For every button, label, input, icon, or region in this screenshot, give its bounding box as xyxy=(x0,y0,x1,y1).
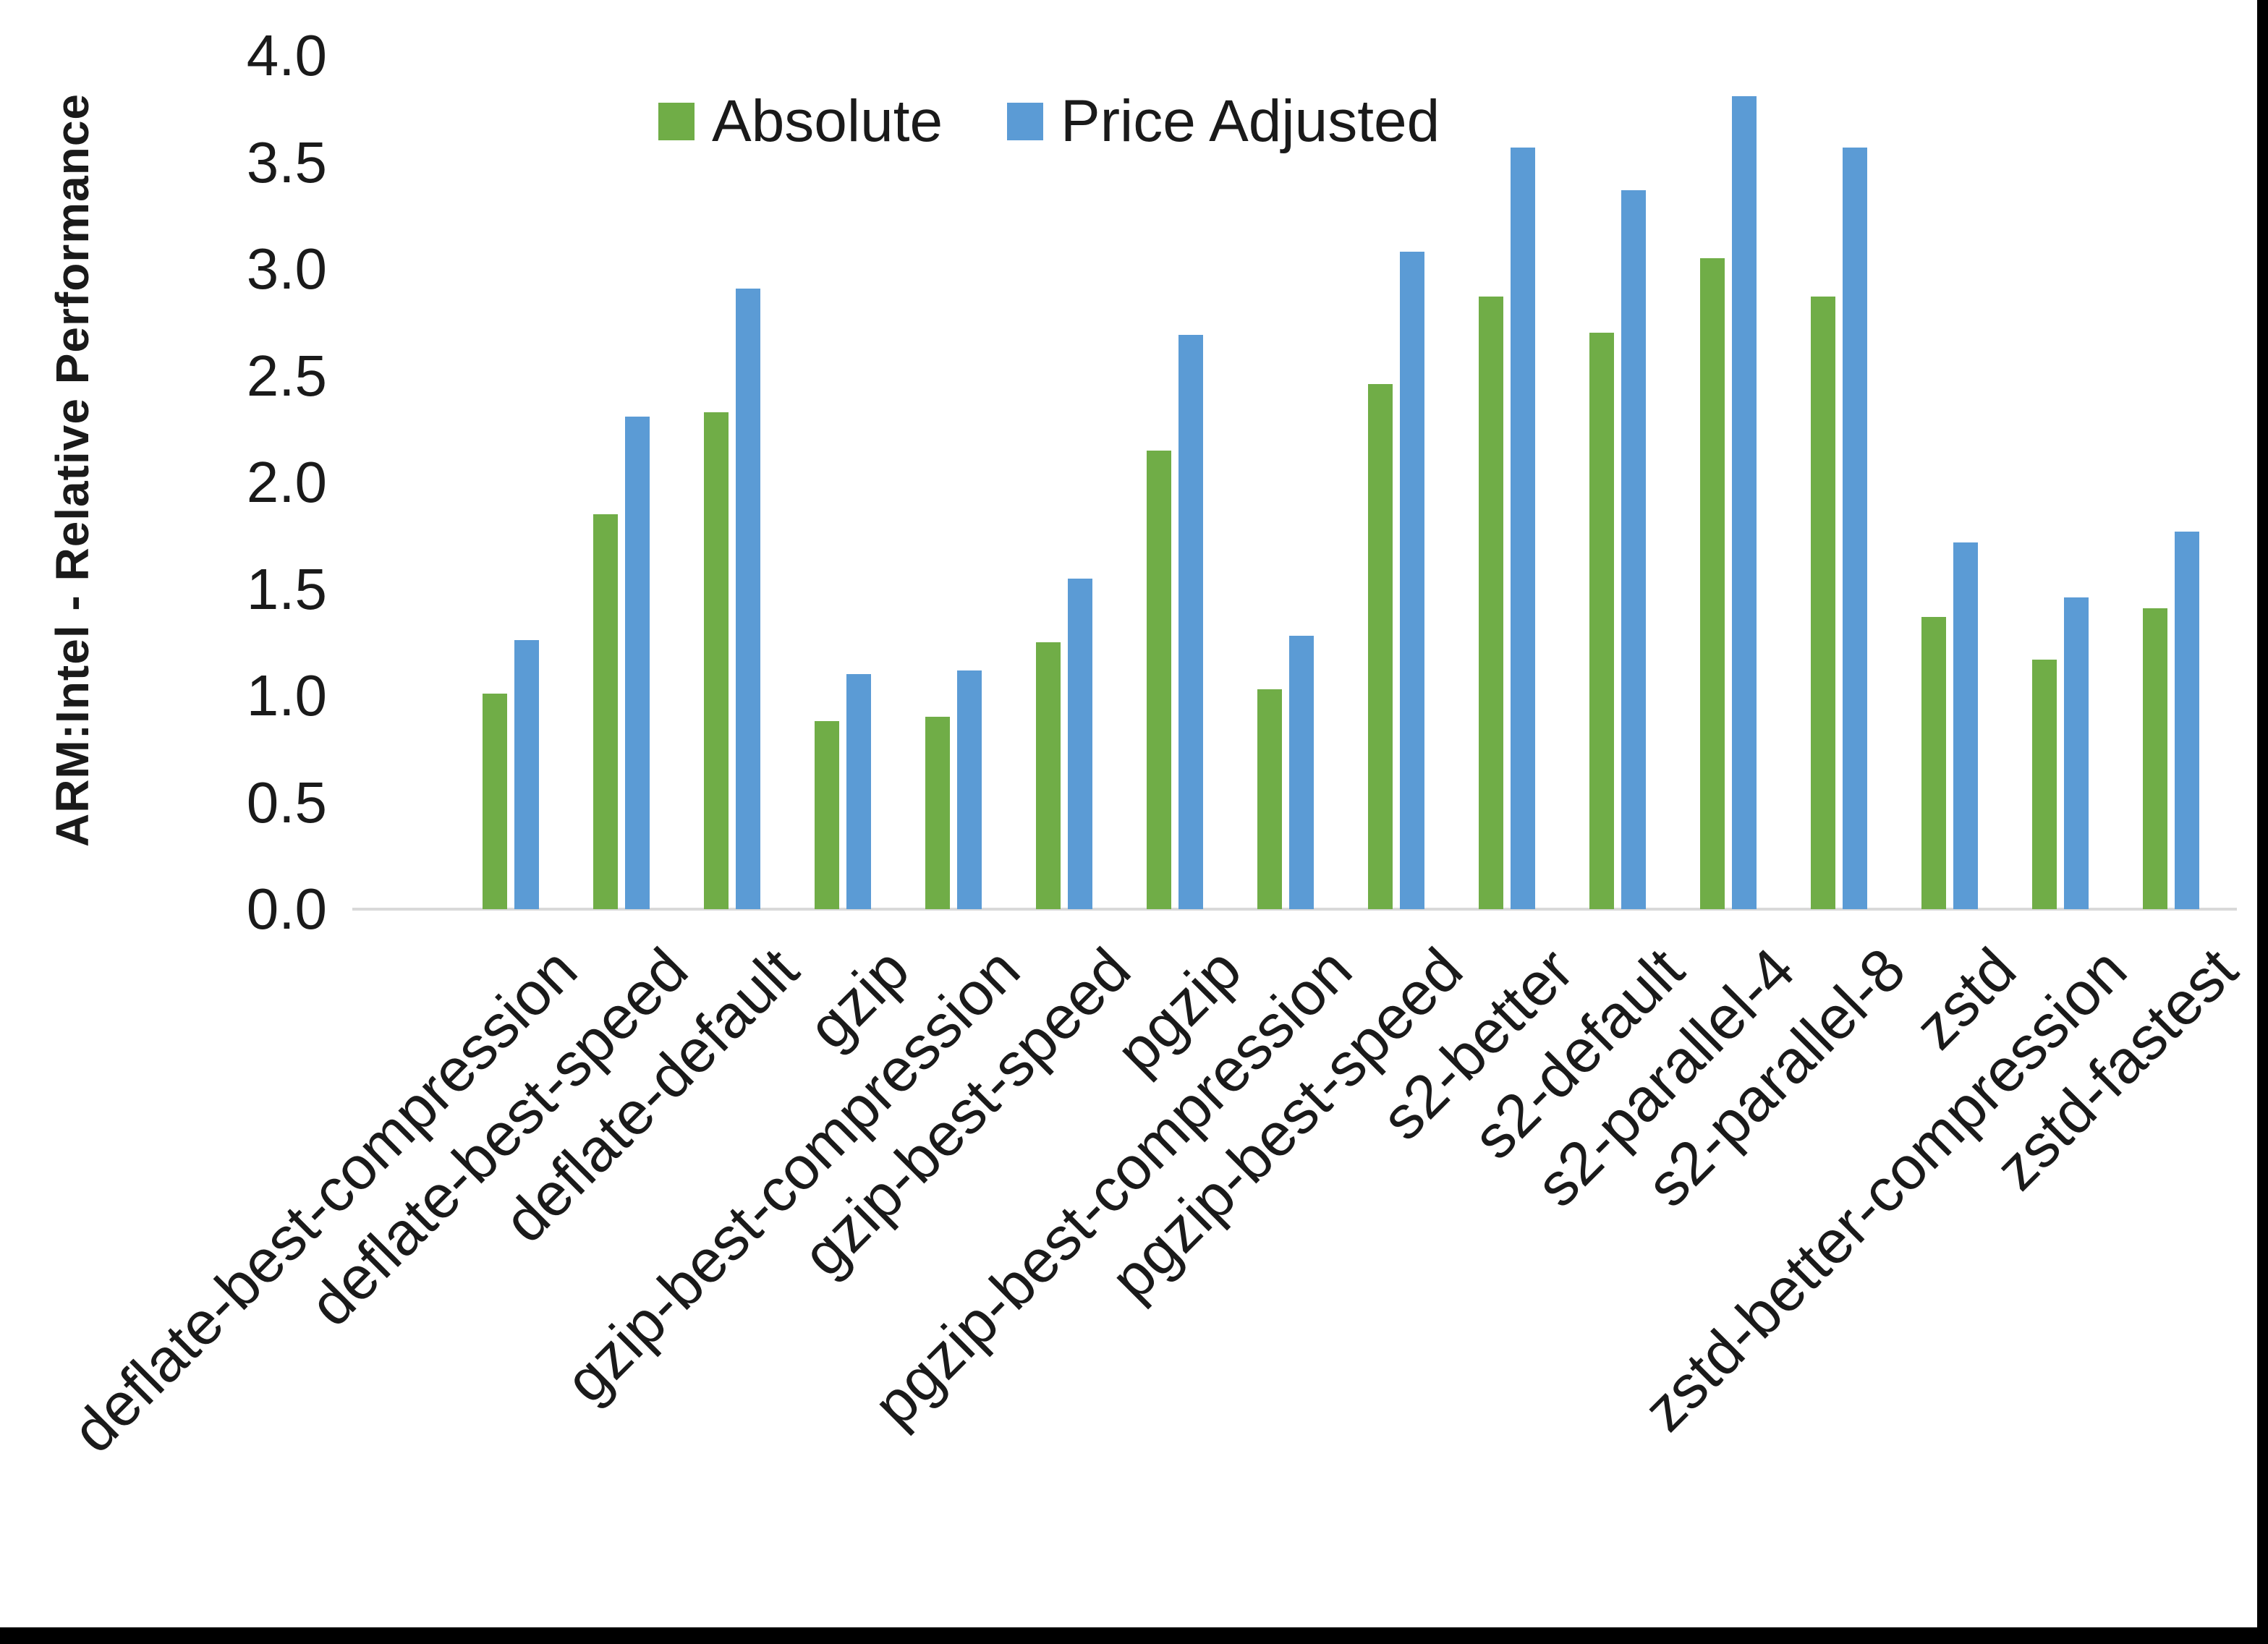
frame-border-right xyxy=(2257,0,2268,1644)
legend-label-price-adjusted: Price Adjusted xyxy=(1061,88,1440,154)
bar-price-adjusted-pgzip xyxy=(1178,335,1203,909)
bar-price-adjusted-gzip xyxy=(846,674,871,909)
y-axis-tick-label: 2.0 xyxy=(246,450,327,514)
y-axis-title: ARM:Intel - Relative Performance xyxy=(46,93,98,848)
bar-price-adjusted-s2-parallel-4 xyxy=(1732,96,1757,909)
bar-price-adjusted-zstd xyxy=(1953,542,1978,909)
legend-swatch-absolute-icon xyxy=(658,103,695,140)
bar-price-adjusted-s2-better xyxy=(1511,148,1535,909)
bar-absolute-pgzip xyxy=(1147,451,1171,909)
bar-absolute-zstd xyxy=(1921,617,1946,909)
bar-absolute-s2-better xyxy=(1479,297,1503,909)
bar-absolute-zstd-better-compression xyxy=(2032,660,2057,909)
x-axis-line xyxy=(352,908,2237,911)
bar-absolute-pgzip-best-speed xyxy=(1368,384,1393,909)
bar-price-adjusted-gzip-best-compression xyxy=(957,670,982,909)
bar-price-adjusted-zstd-better-compression xyxy=(2064,597,2089,909)
bar-price-adjusted-pgzip-best-compression xyxy=(1289,636,1314,909)
bar-price-adjusted-pgzip-best-speed xyxy=(1400,252,1424,909)
legend-item-absolute: Absolute xyxy=(658,85,943,158)
bar-absolute-s2-parallel-4 xyxy=(1700,258,1725,909)
plot-area xyxy=(352,51,2239,911)
bar-absolute-gzip-best-compression xyxy=(925,717,950,909)
frame-border-bottom xyxy=(0,1627,2268,1644)
y-axis-tick-label: 1.5 xyxy=(246,557,327,621)
bar-absolute-deflate-best-compression xyxy=(483,694,507,909)
legend-label-absolute: Absolute xyxy=(712,88,943,154)
y-axis-tick-label: 4.0 xyxy=(246,23,327,88)
bar-absolute-zstd-fastest xyxy=(2143,608,2167,909)
bar-price-adjusted-gzip-best-speed xyxy=(1068,579,1092,909)
bar-absolute-deflate-default xyxy=(704,412,729,909)
bar-price-adjusted-deflate-default xyxy=(736,289,760,909)
bar-price-adjusted-s2-default xyxy=(1621,190,1646,909)
y-axis-tick-label: 3.0 xyxy=(246,237,327,301)
bar-absolute-s2-default xyxy=(1589,333,1614,909)
legend-item-price-adjusted: Price Adjusted xyxy=(1007,85,1440,158)
legend-swatch-price-adjusted-icon xyxy=(1007,103,1043,140)
bar-price-adjusted-deflate-best-speed xyxy=(625,417,650,909)
y-axis-tick-label: 2.5 xyxy=(246,344,327,408)
y-axis-tick-label: 1.0 xyxy=(246,663,327,728)
bar-absolute-pgzip-best-compression xyxy=(1257,689,1282,909)
y-axis-tick-label: 0.5 xyxy=(246,770,327,835)
bar-absolute-gzip-best-speed xyxy=(1036,642,1061,909)
bar-price-adjusted-s2-parallel-8 xyxy=(1843,148,1867,909)
bar-absolute-gzip xyxy=(815,721,839,909)
bar-absolute-s2-parallel-8 xyxy=(1811,297,1835,909)
bar-absolute-deflate-best-speed xyxy=(593,514,618,909)
y-axis-tick-label: 0.0 xyxy=(246,877,327,941)
y-axis-tick-label: 3.5 xyxy=(246,130,327,195)
bar-price-adjusted-zstd-fastest xyxy=(2175,532,2199,909)
bar-price-adjusted-deflate-best-compression xyxy=(514,640,539,909)
